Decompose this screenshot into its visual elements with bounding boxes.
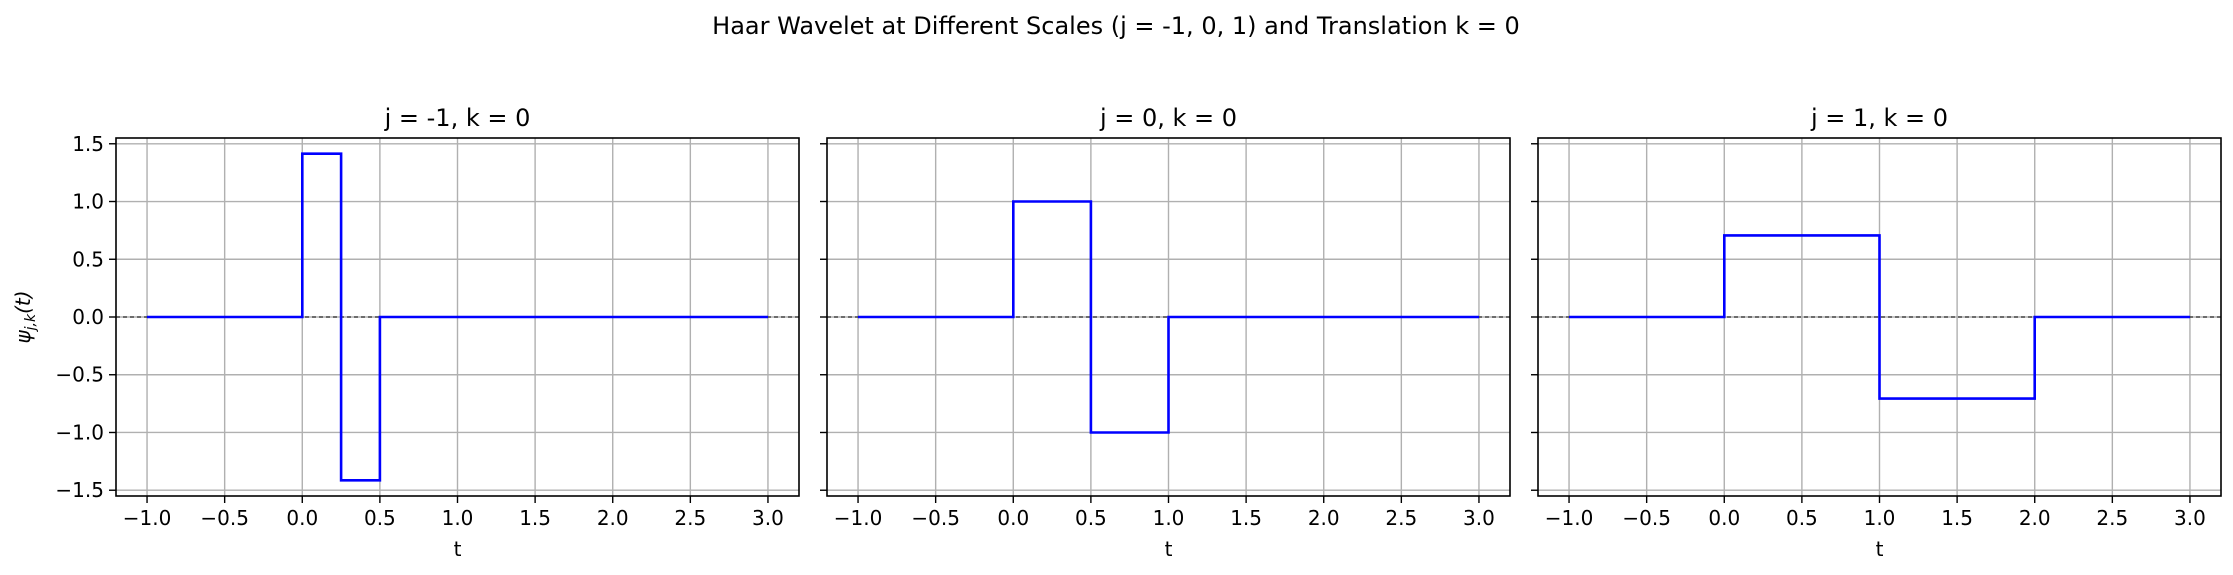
x-tick-label: 3.0: [2174, 506, 2206, 530]
x-tick-label: −1.0: [1545, 506, 1594, 530]
panel-1-y-ticks: 1.5 1.0 0.5 0.0 −0.5 −1.0 −1.5: [55, 132, 116, 502]
haar-wavelet-line: [1569, 234, 2190, 400]
y-tick-label: −0.5: [55, 363, 104, 387]
x-tick-label: 0.0: [286, 506, 318, 530]
panel-3: j = 1, k = 0 t −1.0 −0.5 0.0 0.5 1.0 1.5 2.0 2.…: [1531, 104, 2222, 561]
panel-3-xlabel: t: [1876, 537, 1884, 561]
x-tick-label: 0.5: [1786, 506, 1818, 530]
y-tick-label: 0.5: [72, 247, 104, 271]
x-tick-label: 2.0: [2019, 506, 2051, 530]
y-tick-label: 1.5: [72, 132, 104, 156]
x-tick-label: 1.5: [1230, 506, 1262, 530]
y-tick-label: 0.0: [72, 305, 104, 329]
x-tick-label: 2.5: [674, 506, 706, 530]
x-tick-label: −0.5: [911, 506, 960, 530]
ylabel-subscript: j,k: [23, 313, 39, 332]
ylabel-psi: ψ: [11, 330, 35, 344]
x-tick-label: 2.0: [597, 506, 629, 530]
panel-2-title: j = 0, k = 0: [1099, 104, 1237, 132]
panel-1-ylabel: ψj,k(t): [11, 290, 39, 343]
y-tick-label: −1.5: [55, 478, 104, 502]
x-tick-label: 0.5: [364, 506, 396, 530]
ylabel-argument: (t): [11, 290, 35, 313]
panel-2-x-ticks: −1.0 −0.5 0.0 0.5 1.0 1.5 2.0 2.5 3.0: [834, 496, 1495, 530]
panel-1-series: [147, 152, 768, 482]
x-tick-label: 0.5: [1075, 506, 1107, 530]
x-tick-label: 1.0: [1864, 506, 1896, 530]
x-tick-label: 1.5: [1941, 506, 1973, 530]
panel-3-series: [1569, 234, 2190, 400]
x-tick-label: −1.0: [123, 506, 172, 530]
x-tick-label: 1.0: [1153, 506, 1185, 530]
figure-suptitle: Haar Wavelet at Different Scales (j = -1…: [712, 12, 1520, 40]
y-tick-label: 1.0: [72, 190, 104, 214]
panel-3-title: j = 1, k = 0: [1810, 104, 1948, 132]
panel-3-x-ticks: −1.0 −0.5 0.0 0.5 1.0 1.5 2.0 2.5 3.0: [1545, 496, 2206, 530]
panel-3-y-ticks: [1531, 143, 1538, 491]
haar-wavelet-line: [147, 152, 768, 482]
x-tick-label: 2.0: [1308, 506, 1340, 530]
x-tick-label: 1.0: [442, 506, 474, 530]
panel-2-xlabel: t: [1165, 537, 1173, 561]
panel-2-y-ticks: [820, 143, 827, 491]
haar-wavelet-line: [858, 200, 1479, 434]
x-tick-label: 0.0: [997, 506, 1029, 530]
panel-1: j = -1, k = 0 t ψj,k(t) −1.0 −0.5 0.0 0.5 1.…: [11, 104, 800, 561]
panel-1-title: j = -1, k = 0: [384, 104, 531, 132]
x-tick-label: 2.5: [1385, 506, 1417, 530]
x-tick-label: −0.5: [200, 506, 249, 530]
x-tick-label: −0.5: [1622, 506, 1671, 530]
panel-1-x-ticks: −1.0 −0.5 0.0 0.5 1.0 1.5 2.0 2.5 3.0: [123, 496, 784, 530]
panel-2-series: [858, 200, 1479, 434]
panel-1-xlabel: t: [454, 537, 462, 561]
x-tick-label: 2.5: [2096, 506, 2128, 530]
x-tick-label: −1.0: [834, 506, 883, 530]
x-tick-label: 1.5: [519, 506, 551, 530]
x-tick-label: 0.0: [1708, 506, 1740, 530]
x-tick-label: 3.0: [1463, 506, 1495, 530]
y-tick-label: −1.0: [55, 420, 104, 444]
x-tick-label: 3.0: [752, 506, 784, 530]
panel-2: j = 0, k = 0 t −1.0 −0.5 0.0 0.5 1.0 1.5 2.0 2.…: [820, 104, 1511, 561]
